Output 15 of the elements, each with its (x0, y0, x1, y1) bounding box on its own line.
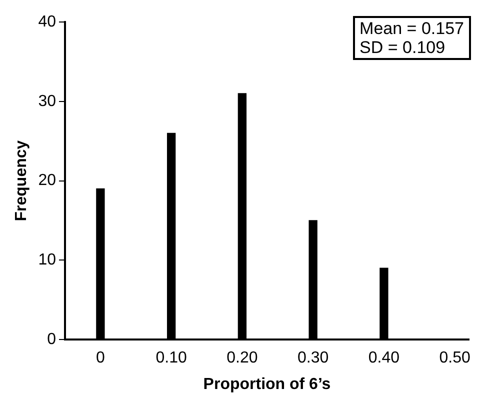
y-tick-label: 20 (38, 172, 56, 190)
x-tick-label: 0.30 (298, 350, 329, 367)
y-tick-label: 40 (38, 13, 56, 30)
x-tick-label: 0.40 (368, 350, 400, 367)
y-tick-label: 30 (38, 92, 56, 110)
x-tick-label: 0.10 (156, 350, 187, 367)
x-tick-label: 0.20 (226, 350, 258, 367)
annotation: SD = 0.109 (360, 38, 446, 57)
y-tick-label: 10 (38, 252, 56, 269)
x-tick-label: 0 (96, 350, 105, 367)
y-tick-label: 0 (47, 331, 56, 348)
x-axis-title: Proportion of 6’s (203, 376, 331, 393)
annotation: Mean = 0.157 (360, 19, 464, 38)
x-tick-label: 0.50 (439, 350, 470, 367)
y-axis-title: Frequency (13, 140, 30, 222)
